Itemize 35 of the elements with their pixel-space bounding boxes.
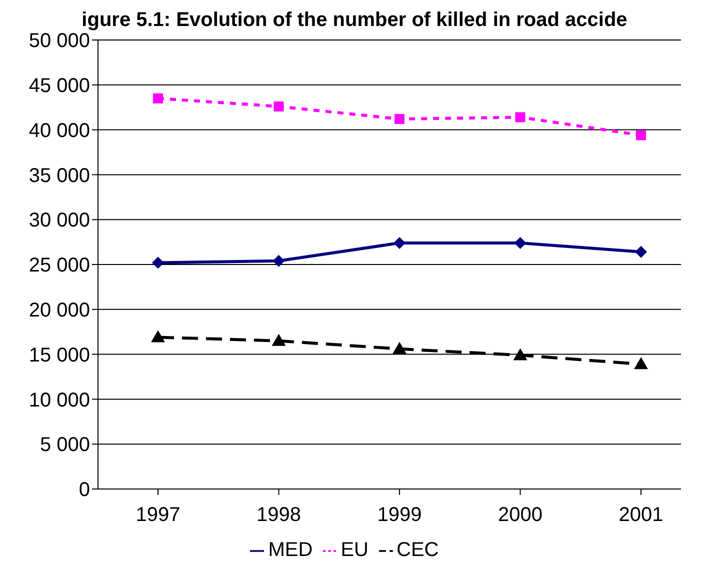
point [392,342,406,354]
point [151,330,165,342]
y-tick-label: 5 000 [40,434,90,456]
point [636,130,646,140]
point [152,256,164,269]
point [515,112,526,122]
y-tick-label: 20 000 [28,300,90,322]
y-tick-label: 0 [78,479,90,502]
x-tick-label: 1999 [377,504,422,526]
point [274,101,284,112]
point [153,93,163,104]
point [272,334,286,346]
legend-label: CEC [396,539,439,561]
y-tick-label: 50 000 [28,30,90,52]
point [272,254,285,267]
legend-label: MED [268,539,313,561]
x-tick-label: 2000 [498,504,542,526]
point [394,236,406,249]
point [394,114,404,124]
y-tick-label: 35 000 [28,164,90,187]
y-tick-label: 45 000 [28,75,90,97]
point [634,357,648,370]
y-tick-label: 30 000 [28,210,90,232]
point [513,348,528,360]
point [635,246,647,258]
legend-label: EU [340,539,368,561]
y-tick-label: 40 000 [28,120,90,142]
x-tick-label: 1998 [256,504,301,526]
x-tick-label: 2001 [618,504,664,526]
chart-title: igure 5.1: Evolution of the number of killed in road accide [80,8,628,32]
x-tick-label: 1997 [136,504,180,526]
y-tick-label: 25 000 [28,254,90,277]
y-tick-label: 15 000 [28,344,90,366]
y-tick-label: 10 000 [28,389,90,412]
point [514,236,526,249]
